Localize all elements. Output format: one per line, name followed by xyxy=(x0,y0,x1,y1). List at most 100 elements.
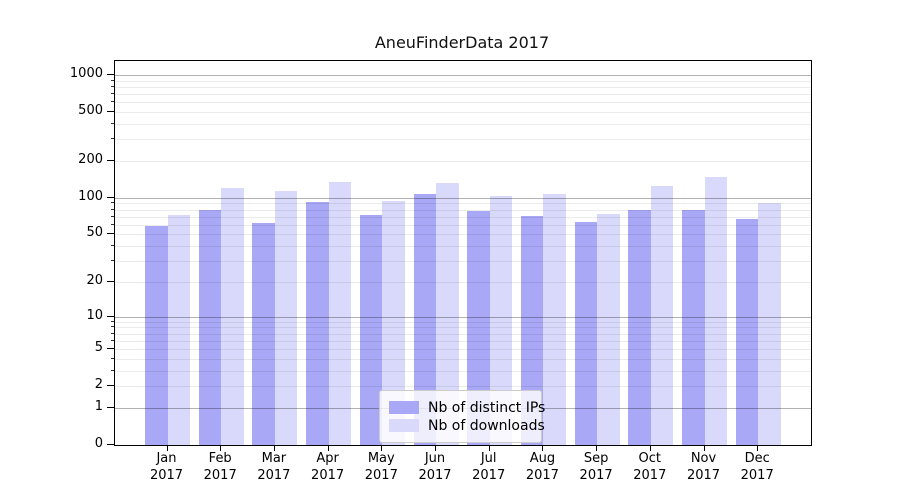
y-tick-label-20: 20 xyxy=(86,272,103,288)
y-minor-tick xyxy=(111,332,114,334)
y-tick-1000 xyxy=(107,74,114,75)
x-tick-label-dec: Dec 2017 xyxy=(740,451,774,483)
gridline-6 xyxy=(115,340,811,342)
x-tick-jun xyxy=(435,445,436,451)
plot-area: Nb of distinct IPs Nb of downloads xyxy=(114,60,812,446)
gridline-40 xyxy=(115,246,811,248)
bar-downloads-jun xyxy=(436,183,459,445)
y-tick-20 xyxy=(107,280,114,282)
gridline-10 xyxy=(115,316,811,318)
gridline-800 xyxy=(115,86,811,88)
x-tick-oct xyxy=(649,445,651,451)
x-tick-may xyxy=(381,445,383,451)
gridline-20 xyxy=(115,281,811,283)
bar-ips-may xyxy=(359,215,383,445)
x-tick-aug xyxy=(542,445,544,451)
gridline-60 xyxy=(115,224,811,226)
legend-item-downloads: Nb of downloads xyxy=(389,417,545,434)
y-tick-100 xyxy=(107,196,114,198)
legend: Nb of distinct IPs Nb of downloads xyxy=(379,390,545,443)
y-tick-label-5: 5 xyxy=(94,340,103,356)
y-tick-label-10: 10 xyxy=(86,307,103,323)
y-tick-500 xyxy=(107,111,114,113)
y-minor-tick xyxy=(111,320,114,322)
y-minor-tick xyxy=(111,79,114,81)
y-tick-2 xyxy=(107,385,114,387)
y-minor-tick xyxy=(111,85,114,87)
bar-ips-apr xyxy=(306,201,329,445)
y-minor-tick xyxy=(111,215,114,217)
gridline-70 xyxy=(115,216,811,218)
x-tick-jan xyxy=(166,445,168,451)
y-tick-50 xyxy=(107,233,114,235)
y-tick-0 xyxy=(107,444,114,445)
gridline-900 xyxy=(115,80,811,82)
y-tick-label-200: 200 xyxy=(78,151,103,167)
bar-downloads-may xyxy=(382,200,405,445)
bar-ips-dec xyxy=(735,219,759,445)
gridline-30 xyxy=(115,261,811,263)
y-minor-tick xyxy=(111,223,114,225)
legend-label-distinct-ips: Nb of distinct IPs xyxy=(428,399,546,416)
x-tick-sep xyxy=(596,445,598,451)
bar-ips-jun xyxy=(413,194,436,445)
x-tick-label-apr: Apr 2017 xyxy=(311,451,345,483)
bar-ips-jul xyxy=(467,210,490,445)
bars-layer xyxy=(115,61,811,445)
bar-downloads-apr xyxy=(328,181,352,445)
gridline-1000 xyxy=(115,75,811,76)
bar-downloads-nov xyxy=(704,177,727,445)
bar-downloads-jul xyxy=(489,196,513,445)
gridline-80 xyxy=(115,209,811,211)
x-tick-mar xyxy=(273,445,275,451)
y-tick-5 xyxy=(107,348,114,350)
x-tick-jul xyxy=(488,445,490,451)
gridline-9 xyxy=(115,321,811,323)
x-tick-apr xyxy=(327,445,329,451)
gridline-5 xyxy=(115,349,811,351)
gridline-4 xyxy=(115,358,811,360)
gridline-700 xyxy=(115,94,811,96)
x-tick-label-oct: Oct 2017 xyxy=(633,451,667,483)
y-tick-200 xyxy=(107,159,114,161)
bar-downloads-dec xyxy=(758,202,781,445)
x-tick-feb xyxy=(220,445,222,451)
legend-swatch-downloads-icon xyxy=(389,419,419,432)
y-minor-tick xyxy=(111,357,114,359)
legend-item-distinct-ips: Nb of distinct IPs xyxy=(389,399,545,416)
x-tick-label-jul: Jul 2017 xyxy=(472,451,506,483)
y-minor-tick xyxy=(111,208,114,210)
gridline-300 xyxy=(115,139,811,141)
bar-ips-nov xyxy=(682,209,705,445)
bar-downloads-sep xyxy=(597,214,620,445)
bar-ips-sep xyxy=(574,222,598,445)
bar-ips-oct xyxy=(628,209,651,445)
x-tick-label-sep: Sep 2017 xyxy=(579,451,613,483)
gridline-3 xyxy=(115,370,811,372)
grid-layer xyxy=(115,61,811,445)
gridline-100 xyxy=(115,197,811,199)
legend-swatch-distinct-ips-icon xyxy=(389,401,419,414)
y-minor-tick xyxy=(111,260,114,262)
gridline-600 xyxy=(115,102,811,104)
y-tick-label-1: 1 xyxy=(94,398,103,414)
bar-ips-jan xyxy=(145,225,168,445)
y-tick-label-50: 50 xyxy=(86,225,103,241)
gridline-2 xyxy=(115,386,811,388)
y-tick-label-500: 500 xyxy=(78,103,103,119)
chart-title: AneuFinderData 2017 xyxy=(374,33,550,52)
x-tick-label-mar: Mar 2017 xyxy=(257,451,291,483)
y-minor-tick xyxy=(111,202,114,204)
bar-downloads-aug xyxy=(543,194,566,445)
bar-downloads-oct xyxy=(650,185,674,445)
gridline-50 xyxy=(115,234,811,236)
gridline-90 xyxy=(115,203,811,205)
y-minor-tick xyxy=(111,138,114,140)
x-tick-nov xyxy=(703,445,705,451)
gridline-8 xyxy=(115,327,811,329)
y-minor-tick xyxy=(111,93,114,95)
y-minor-tick xyxy=(111,245,114,247)
x-tick-label-jan: Jan 2017 xyxy=(149,451,184,483)
y-minor-tick xyxy=(111,326,114,328)
x-tick-label-aug: Aug 2017 xyxy=(525,451,559,483)
